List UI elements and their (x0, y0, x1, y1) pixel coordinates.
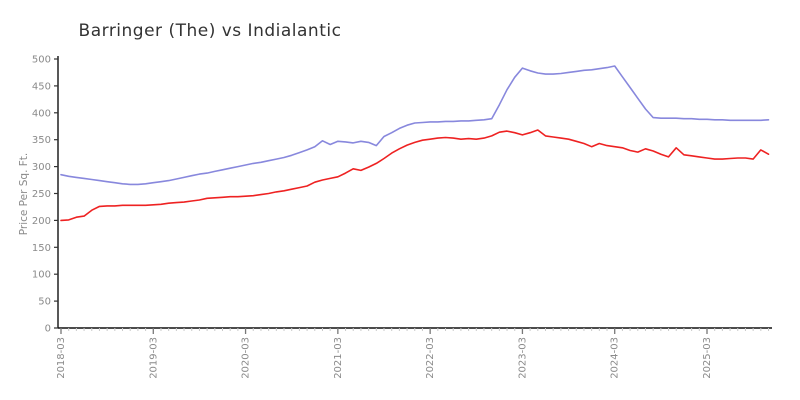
x-tick-label: 2025-03 (702, 337, 713, 379)
y-tick-label: 400 (32, 108, 51, 119)
series-line-indialantic (60, 129, 770, 222)
y-tick-label: 450 (32, 81, 51, 92)
chart-title: Barringer (The) vs Indialantic (79, 21, 342, 41)
x-tick-label: 2019-03 (148, 337, 159, 379)
y-tick-label: 250 (32, 189, 51, 200)
x-tick-label: 2021-03 (333, 337, 344, 379)
y-tick-label: 200 (32, 216, 51, 227)
x-tick-label: 2024-03 (610, 337, 621, 379)
x-tick-label: 2023-03 (517, 337, 528, 379)
x-tick-label: 2020-03 (241, 337, 252, 379)
y-tick-label: 0 (45, 324, 51, 335)
series-line-barringer-the (60, 65, 770, 186)
plot-area: 0 50 100 150 200 250 300 350 400 450 500 2018-03 201… (32, 55, 772, 379)
x-tick-label: 2018-03 (56, 337, 67, 379)
y-tick-label: 150 (32, 243, 51, 254)
y-tick-label: 50 (38, 297, 51, 308)
x-tick-label: 2022-03 (425, 337, 436, 379)
y-tick-label: 300 (32, 162, 51, 173)
y-tick-label: 100 (32, 270, 51, 281)
y-tick-label: 350 (32, 135, 51, 146)
y-tick-label: 500 (32, 55, 51, 66)
y-axis-label: Price Per Sq. Ft. (18, 153, 30, 236)
